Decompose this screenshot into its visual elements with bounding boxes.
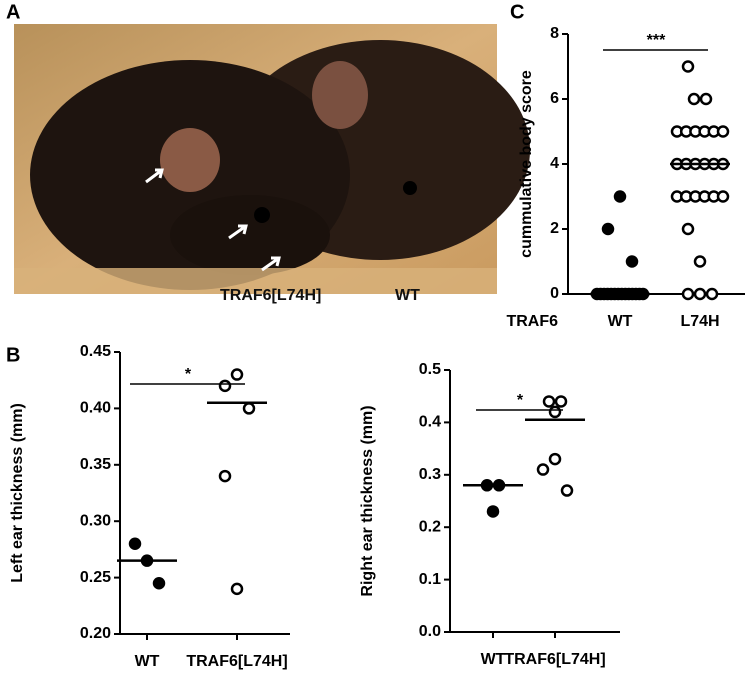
y-tick-label: 0.3 [419,466,441,483]
y-tick-label: 0.45 [80,343,111,360]
x-tick-label: WT [481,651,506,668]
y-tick-label: 0.0 [419,623,441,640]
y-tick-label: 0.5 [419,361,441,378]
y-tick-label: 8 [550,25,559,42]
y-axis-label: Left ear thickness (mm) [9,403,26,583]
data-point [699,92,713,106]
photo-label: TRAF6[L74H] [220,287,321,304]
y-tick-label: 4 [550,155,559,172]
y-tick-label: 2 [550,220,559,237]
y-tick-label: 0 [550,285,559,302]
data-point [693,255,707,268]
data-point [128,537,142,551]
y-tick-label: 0.1 [419,571,441,588]
data-point [693,287,707,301]
panel-letter: C [510,1,524,23]
y-tick-label: 0.40 [80,400,111,417]
data-point [681,60,695,73]
y-tick-label: 0.25 [80,569,111,586]
photo-label: WT [395,287,420,304]
x-axis-label: TRAF6 [506,313,558,330]
data-point [687,92,701,106]
y-tick-label: 0.4 [419,414,441,431]
y-tick-label: 0.20 [80,625,111,642]
data-point [554,395,568,408]
data-point [681,287,695,301]
data-point [152,576,166,590]
y-tick-label: 6 [550,90,559,107]
data-point [218,379,232,393]
data-point [625,255,639,268]
data-point [705,287,719,301]
significance-label: * [185,366,192,383]
panel-letter: B [6,344,20,366]
x-tick-label: TRAF6[L74H] [504,651,605,668]
data-point [536,463,550,476]
x-tick-label: WT [135,653,160,670]
data-point [613,190,627,203]
photo: TRAF6[L74H] WT [14,24,530,304]
panel-letter: A [6,1,20,23]
x-tick-label: WT [608,313,633,330]
y-axis-label: Right ear thickness (mm) [359,405,376,596]
data-point [548,452,562,466]
significance-label: * [517,392,524,409]
data-point [242,402,256,415]
data-point [601,222,615,236]
y-tick-label: 0.30 [80,512,111,529]
data-point [716,125,730,138]
significance-label: *** [647,32,666,49]
data-point [716,190,730,203]
data-point [542,395,556,408]
data-point [486,505,500,518]
y-axis-label: cummulative body score [518,70,535,258]
y-tick-label: 0.2 [419,518,441,535]
x-tick-label: L74H [680,313,719,330]
data-point [681,222,695,236]
data-point [548,405,562,419]
y-tick-label: 0.35 [80,456,111,473]
data-point [230,582,244,596]
data-point [230,368,244,381]
data-point [560,484,574,497]
data-point [218,469,232,483]
x-tick-label: TRAF6[L74H] [186,653,287,670]
